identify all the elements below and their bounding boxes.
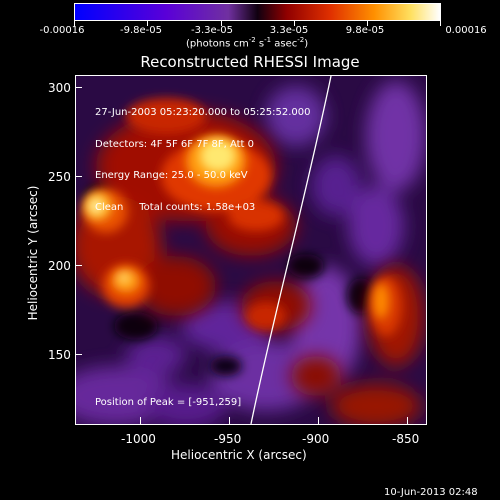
rhessi-heatmap [76, 76, 426, 424]
unit-text: asec [271, 38, 298, 50]
image-title: Reconstructed RHESSI Image [140, 53, 360, 71]
x-tick-label: -850 [392, 432, 420, 446]
x-tick-label: -1000 [121, 432, 156, 446]
colorbar-tick-label: 9.8e-05 [345, 25, 385, 36]
unit-exponent: -2 [248, 36, 256, 44]
x-tick-label: -900 [302, 432, 330, 446]
y-tick-label: 250 [48, 170, 71, 184]
solar-limb-line [250, 76, 332, 424]
info-energy-range: Energy Range: 25.0 - 50.0 keV [95, 170, 248, 181]
colorbar-tick-label: 0.00016 [445, 25, 487, 36]
colorbar [74, 3, 441, 21]
info-detectors: Detectors: 4F 5F 6F 7F 8F, Att 0 [95, 138, 255, 150]
y-tick-label: 300 [48, 81, 71, 95]
unit-text: s [255, 38, 265, 50]
y-tick-label: 150 [48, 348, 71, 362]
info-clean-counts: Clean Total counts: 1.58e+03 [95, 201, 256, 213]
observation-info: 27-Jun-2003 05:23:20.000 to 05:25:52.000… [95, 87, 311, 224]
colorbar-tick-label: -0.00016 [39, 25, 85, 36]
unit-text: (photons cm [186, 38, 249, 50]
y-axis-title: Heliocentric Y (arcsec) [26, 185, 40, 321]
unit-exponent: -2 [297, 36, 305, 44]
unit-exponent: -1 [264, 36, 272, 44]
x-axis-title: Heliocentric X (arcsec) [171, 448, 307, 462]
peak-position-label: Position of Peak = [-951,259] [95, 397, 242, 408]
y-tick-label: 200 [48, 259, 71, 273]
colorbar-tick-marks [74, 21, 441, 26]
image-plot-area [75, 75, 427, 425]
colorbar-tick-label: -9.8e-05 [120, 25, 162, 36]
unit-text: ) [304, 38, 309, 50]
colorbar-unit-label: (photons cm-2 s-1 asec-2) [186, 36, 308, 49]
generation-timestamp: 10-Jun-2013 02:48 [384, 487, 478, 498]
x-tick-label: -950 [214, 432, 242, 446]
info-time-range: 27-Jun-2003 05:23:20.000 to 05:25:52.000 [95, 107, 311, 118]
colorbar-tick-label: -3.3e-05 [191, 25, 233, 36]
axis-tick-marks [75, 87, 408, 424]
colorbar-tick-label: 3.3e-05 [269, 25, 309, 36]
